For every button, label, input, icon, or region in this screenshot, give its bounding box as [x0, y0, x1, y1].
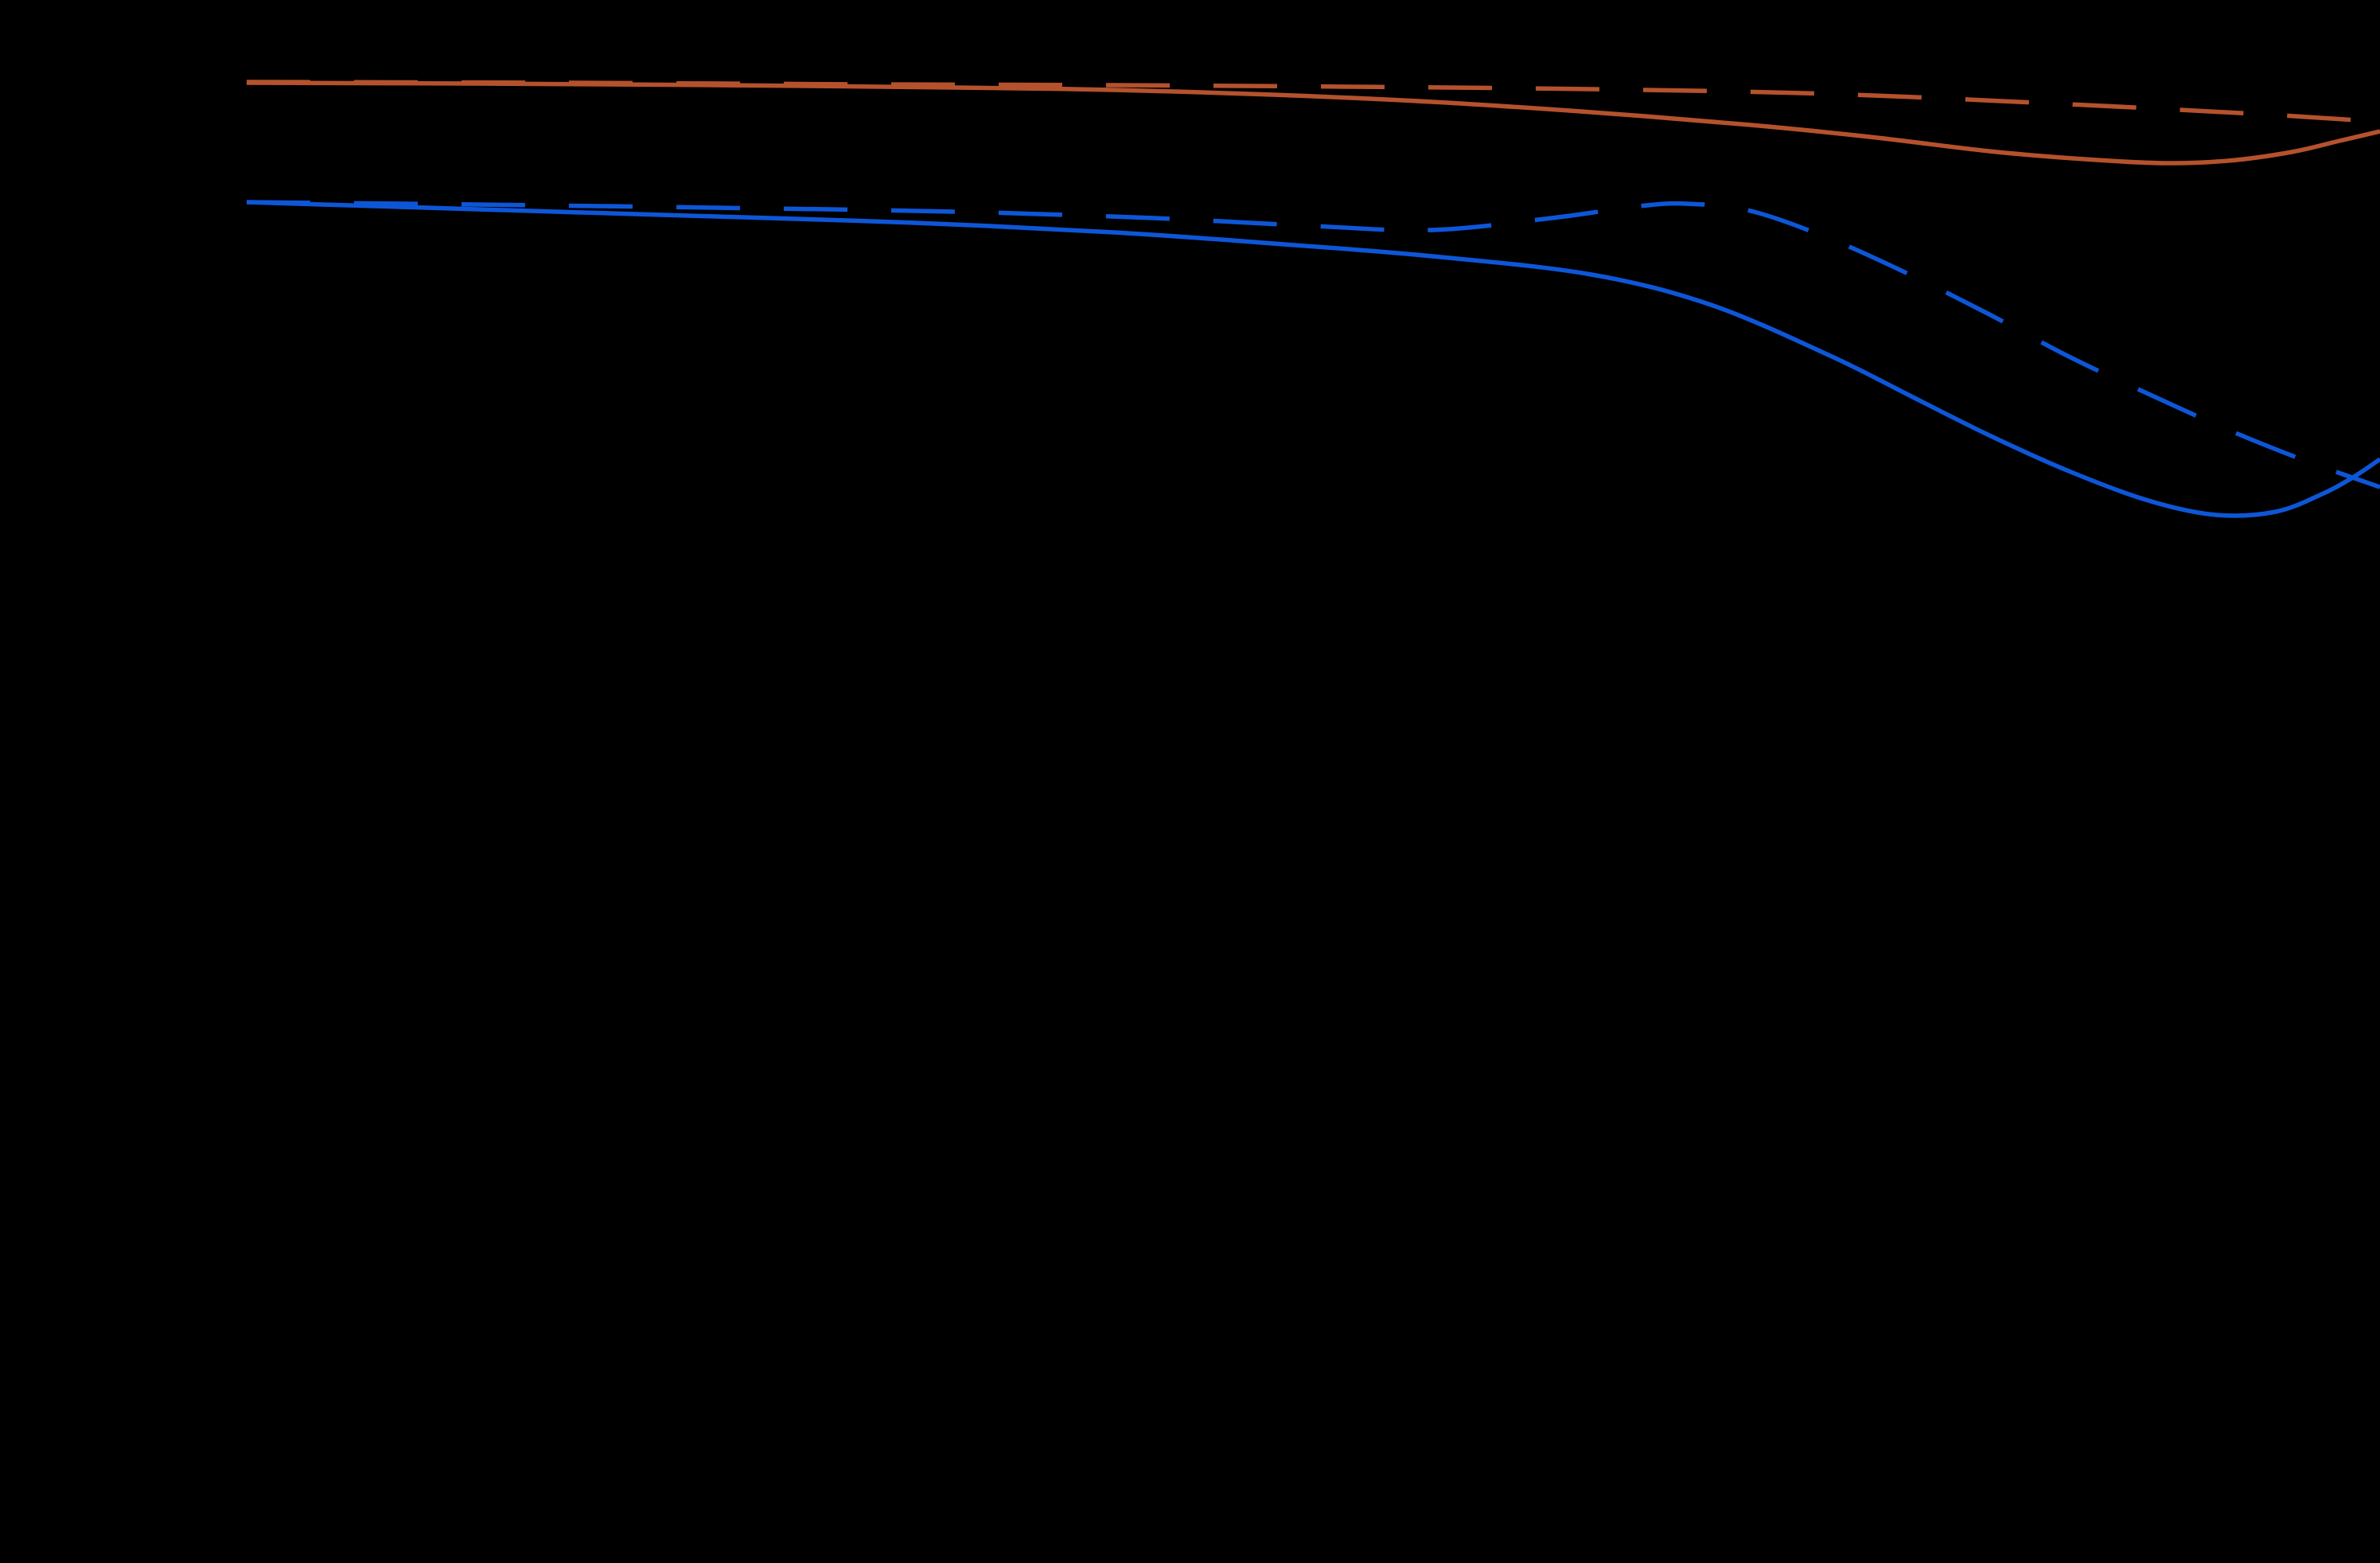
blue-solid-line	[246, 200, 2380, 518]
blue-dashed-line	[246, 200, 2380, 489]
orange-solid-line	[246, 80, 2380, 166]
orange-dashed-line	[246, 80, 2380, 124]
